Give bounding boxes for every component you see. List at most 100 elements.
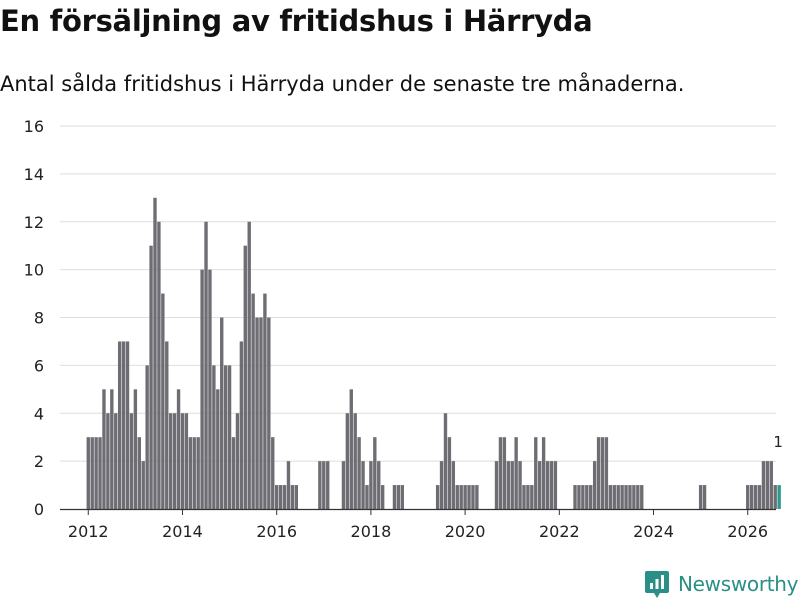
bar — [447, 437, 452, 509]
bar — [121, 341, 126, 509]
bar — [604, 437, 609, 509]
bar — [239, 341, 244, 509]
bar — [196, 437, 200, 509]
last-value-label: 1 — [773, 433, 783, 451]
bar — [223, 365, 228, 510]
bar — [153, 197, 157, 509]
bar — [608, 485, 613, 509]
y-tick-label: 2 — [34, 452, 44, 471]
bar — [592, 461, 597, 510]
bar — [702, 485, 707, 509]
bar — [698, 485, 703, 509]
bar — [271, 437, 275, 509]
y-axis-ticks: 0 2 4 6 8 10 12 14 16 — [24, 117, 44, 519]
bar — [86, 437, 90, 509]
bar — [180, 413, 185, 509]
bar — [553, 461, 558, 510]
x-tick-label: 2020 — [445, 522, 486, 541]
bar — [318, 461, 322, 510]
bar — [498, 437, 503, 509]
x-tick-label: 2018 — [351, 522, 392, 541]
bar — [761, 461, 766, 510]
bar — [494, 461, 499, 510]
bar — [451, 461, 456, 510]
bar — [765, 461, 770, 510]
bar — [596, 437, 601, 509]
bar — [192, 437, 196, 509]
y-tick-label: 10 — [24, 261, 44, 280]
bar — [746, 485, 750, 509]
bar — [357, 437, 361, 509]
bar — [435, 485, 440, 509]
bar — [208, 269, 212, 510]
bar — [243, 245, 247, 509]
bar — [125, 341, 130, 509]
bar — [282, 485, 287, 509]
bars — [86, 197, 781, 510]
bar — [522, 485, 526, 509]
bar — [247, 221, 251, 509]
bar — [157, 221, 161, 509]
bar — [502, 437, 507, 509]
bar — [106, 413, 110, 509]
bar — [326, 461, 330, 510]
bar — [757, 485, 762, 509]
bar — [538, 461, 542, 510]
bar — [259, 317, 263, 509]
bar — [600, 437, 605, 509]
bar — [373, 437, 377, 509]
bar — [400, 485, 404, 509]
y-tick-label: 6 — [34, 356, 44, 375]
bar — [455, 485, 459, 509]
bar — [294, 485, 298, 509]
y-tick-label: 16 — [24, 117, 44, 136]
bar — [129, 413, 134, 509]
bar — [184, 413, 189, 509]
y-tick-label: 12 — [24, 213, 44, 232]
y-tick-label: 0 — [34, 500, 44, 519]
page-subtitle: Antal sålda fritidshus i Härryda under d… — [0, 72, 685, 96]
bar — [349, 389, 353, 509]
bar — [278, 485, 283, 509]
y-tick-label: 8 — [34, 309, 44, 328]
bar — [475, 485, 479, 509]
bar — [204, 221, 208, 509]
bar — [216, 389, 220, 509]
bar — [172, 413, 177, 509]
bar — [220, 317, 224, 509]
bar — [267, 317, 271, 509]
bar — [616, 485, 620, 509]
bar — [541, 437, 546, 509]
bar — [102, 389, 106, 509]
bar — [773, 485, 777, 509]
brand[interactable]: Newsworthy — [644, 569, 799, 599]
bar — [231, 437, 236, 509]
bar — [275, 485, 279, 509]
bar — [518, 461, 522, 510]
bar — [255, 317, 259, 509]
x-tick-label: 2016 — [256, 522, 297, 541]
bar — [392, 485, 397, 509]
bar — [165, 341, 169, 509]
bar — [577, 485, 581, 509]
bar — [141, 461, 145, 510]
bar — [777, 485, 781, 509]
grid-lines — [60, 125, 776, 462]
bar — [463, 485, 467, 509]
bar — [188, 437, 193, 509]
bar — [506, 461, 510, 510]
bar — [620, 485, 624, 509]
bar — [396, 485, 401, 509]
bar — [94, 437, 98, 509]
x-tick-label: 2014 — [162, 522, 203, 541]
bar — [530, 485, 534, 509]
bar — [471, 485, 475, 509]
y-tick-label: 14 — [24, 165, 44, 184]
bar — [589, 485, 593, 509]
bar — [459, 485, 463, 509]
bar — [114, 413, 118, 509]
bar — [636, 485, 640, 509]
bar — [117, 341, 122, 509]
bar — [263, 293, 267, 509]
